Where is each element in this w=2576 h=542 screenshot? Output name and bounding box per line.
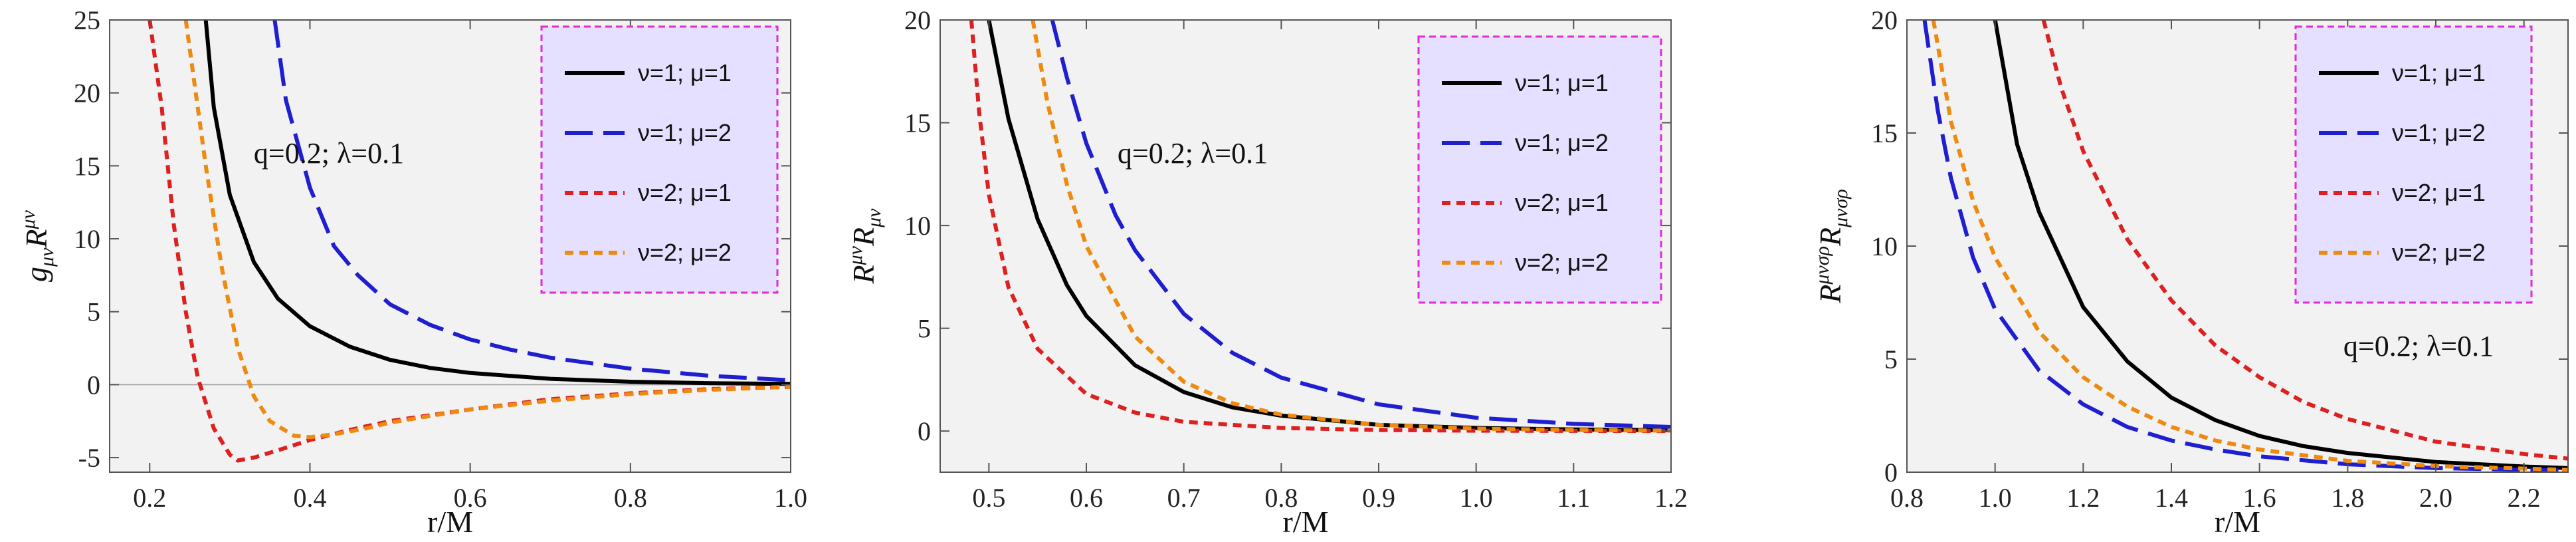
series-line-3 <box>969 20 1671 434</box>
legend-label-2: ν=1; μ=2 <box>638 119 732 146</box>
parameter-annotation: q=0.2; λ=0.1 <box>1118 137 1268 170</box>
x-tick-label: 0.6 <box>454 483 487 513</box>
x-tick-label: 0.8 <box>1264 483 1298 513</box>
legend-label-1: ν=1; μ=1 <box>638 59 732 86</box>
y-tick-label: 20 <box>904 5 931 35</box>
x-tick-label: 0.2 <box>133 483 166 513</box>
legend-label-3: ν=2; μ=1 <box>638 179 732 206</box>
plot-frame <box>109 19 791 473</box>
legend-box <box>1417 35 1662 304</box>
y-tick-label: 20 <box>74 78 100 108</box>
y-tick-label: 5 <box>87 297 100 327</box>
plot-frame <box>940 19 1672 473</box>
panel-ricci-squared: 0.5 0.6 0.7 0.8 0.9 1.0 1.1 1.2 0 5 10 15 20 r/M RμνRμ… <box>844 5 1688 539</box>
panel-kretschmann: 0.8 1.0 1.2 1.4 1.6 1.8 2.0 2.2 0 5 10 15 20 r/M Rμνσρ… <box>1811 5 2569 539</box>
x-tick-label: 0.5 <box>972 483 1005 513</box>
y-tick-label: 10 <box>74 224 100 254</box>
parameter-annotation: q=0.2; λ=0.1 <box>2343 330 2494 362</box>
y-axis-label: gμνRμν <box>17 209 58 282</box>
x-tick-label: 1.0 <box>774 483 807 513</box>
legend-label-1: ν=1; μ=1 <box>1515 69 1609 96</box>
y-tick-label: 20 <box>1871 5 1898 35</box>
series-line-4 <box>183 20 791 440</box>
series-line-1 <box>203 20 791 386</box>
x-axis-label: r/M <box>1283 505 1329 539</box>
legend-box <box>540 25 779 294</box>
series-line-2 <box>1050 20 1671 429</box>
series-line-3 <box>148 20 791 463</box>
y-tick-label: 25 <box>74 5 100 35</box>
x-tick-label: 0.8 <box>1890 483 1924 513</box>
y-tick-label: 15 <box>74 151 100 181</box>
x-tick-label: 1.0 <box>1979 483 2012 513</box>
y-tick-label: 0 <box>1884 458 1898 487</box>
y-tick-label: -5 <box>78 443 100 473</box>
x-axis-label: r/M <box>427 505 473 539</box>
legend-label-1: ν=1; μ=1 <box>2392 59 2486 86</box>
x-axis-label: r/M <box>2215 505 2260 539</box>
x-tick-label: 1.2 <box>2066 483 2100 513</box>
legend-label-4: ν=2; μ=2 <box>2392 239 2486 266</box>
legend-label-2: ν=1; μ=2 <box>1515 129 1609 156</box>
parameter-annotation: q=0.2; λ=0.1 <box>254 137 404 170</box>
y-axis-label: RμνσρRμνσρ <box>1811 189 1852 303</box>
series-line-3 <box>2041 20 2568 461</box>
series-line-4 <box>1931 20 2568 472</box>
x-tick-label: 2.0 <box>2419 483 2452 513</box>
x-tick-label: 0.6 <box>1070 483 1103 513</box>
x-tick-label: 0.8 <box>614 483 647 513</box>
x-tick-label: 1.6 <box>2243 483 2276 513</box>
x-tick-label: 0.9 <box>1362 483 1395 513</box>
x-tick-label: 1.1 <box>1557 483 1590 513</box>
x-tick-label: 1.2 <box>1654 483 1688 513</box>
series-line-4 <box>1031 20 1671 433</box>
y-tick-label: 5 <box>918 314 931 344</box>
legend-label-3: ν=2; μ=1 <box>1515 189 1609 216</box>
y-tick-label: 10 <box>904 211 931 241</box>
y-axis-label: RμνRμν <box>844 208 885 285</box>
y-tick-label: 15 <box>1871 118 1898 148</box>
y-tick-label: 15 <box>904 108 931 138</box>
legend-label-3: ν=2; μ=1 <box>2392 179 2486 206</box>
panel-scalar-curvature: 0.2 0.4 0.6 0.8 1.0 -5 0 5 10 15 20 25 r/M gμνRμν q=0.… <box>17 5 807 539</box>
legend-label-4: ν=2; μ=2 <box>1515 249 1609 276</box>
y-tick-label: 0 <box>87 370 100 400</box>
x-tick-label: 1.8 <box>2331 483 2364 513</box>
x-tick-label: 2.2 <box>2508 483 2541 513</box>
x-tick-label: 0.4 <box>293 483 326 513</box>
y-tick-label: 5 <box>1884 344 1898 374</box>
x-tick-label: 1.0 <box>1460 483 1493 513</box>
series-line-2 <box>272 20 791 382</box>
y-tick-label: 0 <box>918 416 931 446</box>
series-line-1 <box>987 20 1671 432</box>
legend-label-4: ν=2; μ=2 <box>638 239 732 266</box>
series-line-1 <box>1993 20 2568 470</box>
x-tick-label: 1.4 <box>2155 483 2188 513</box>
x-tick-label: 0.7 <box>1167 483 1201 513</box>
series-line-2 <box>1922 20 2568 472</box>
legend-label-2: ν=1; μ=2 <box>2392 119 2486 146</box>
y-tick-label: 10 <box>1871 231 1898 261</box>
